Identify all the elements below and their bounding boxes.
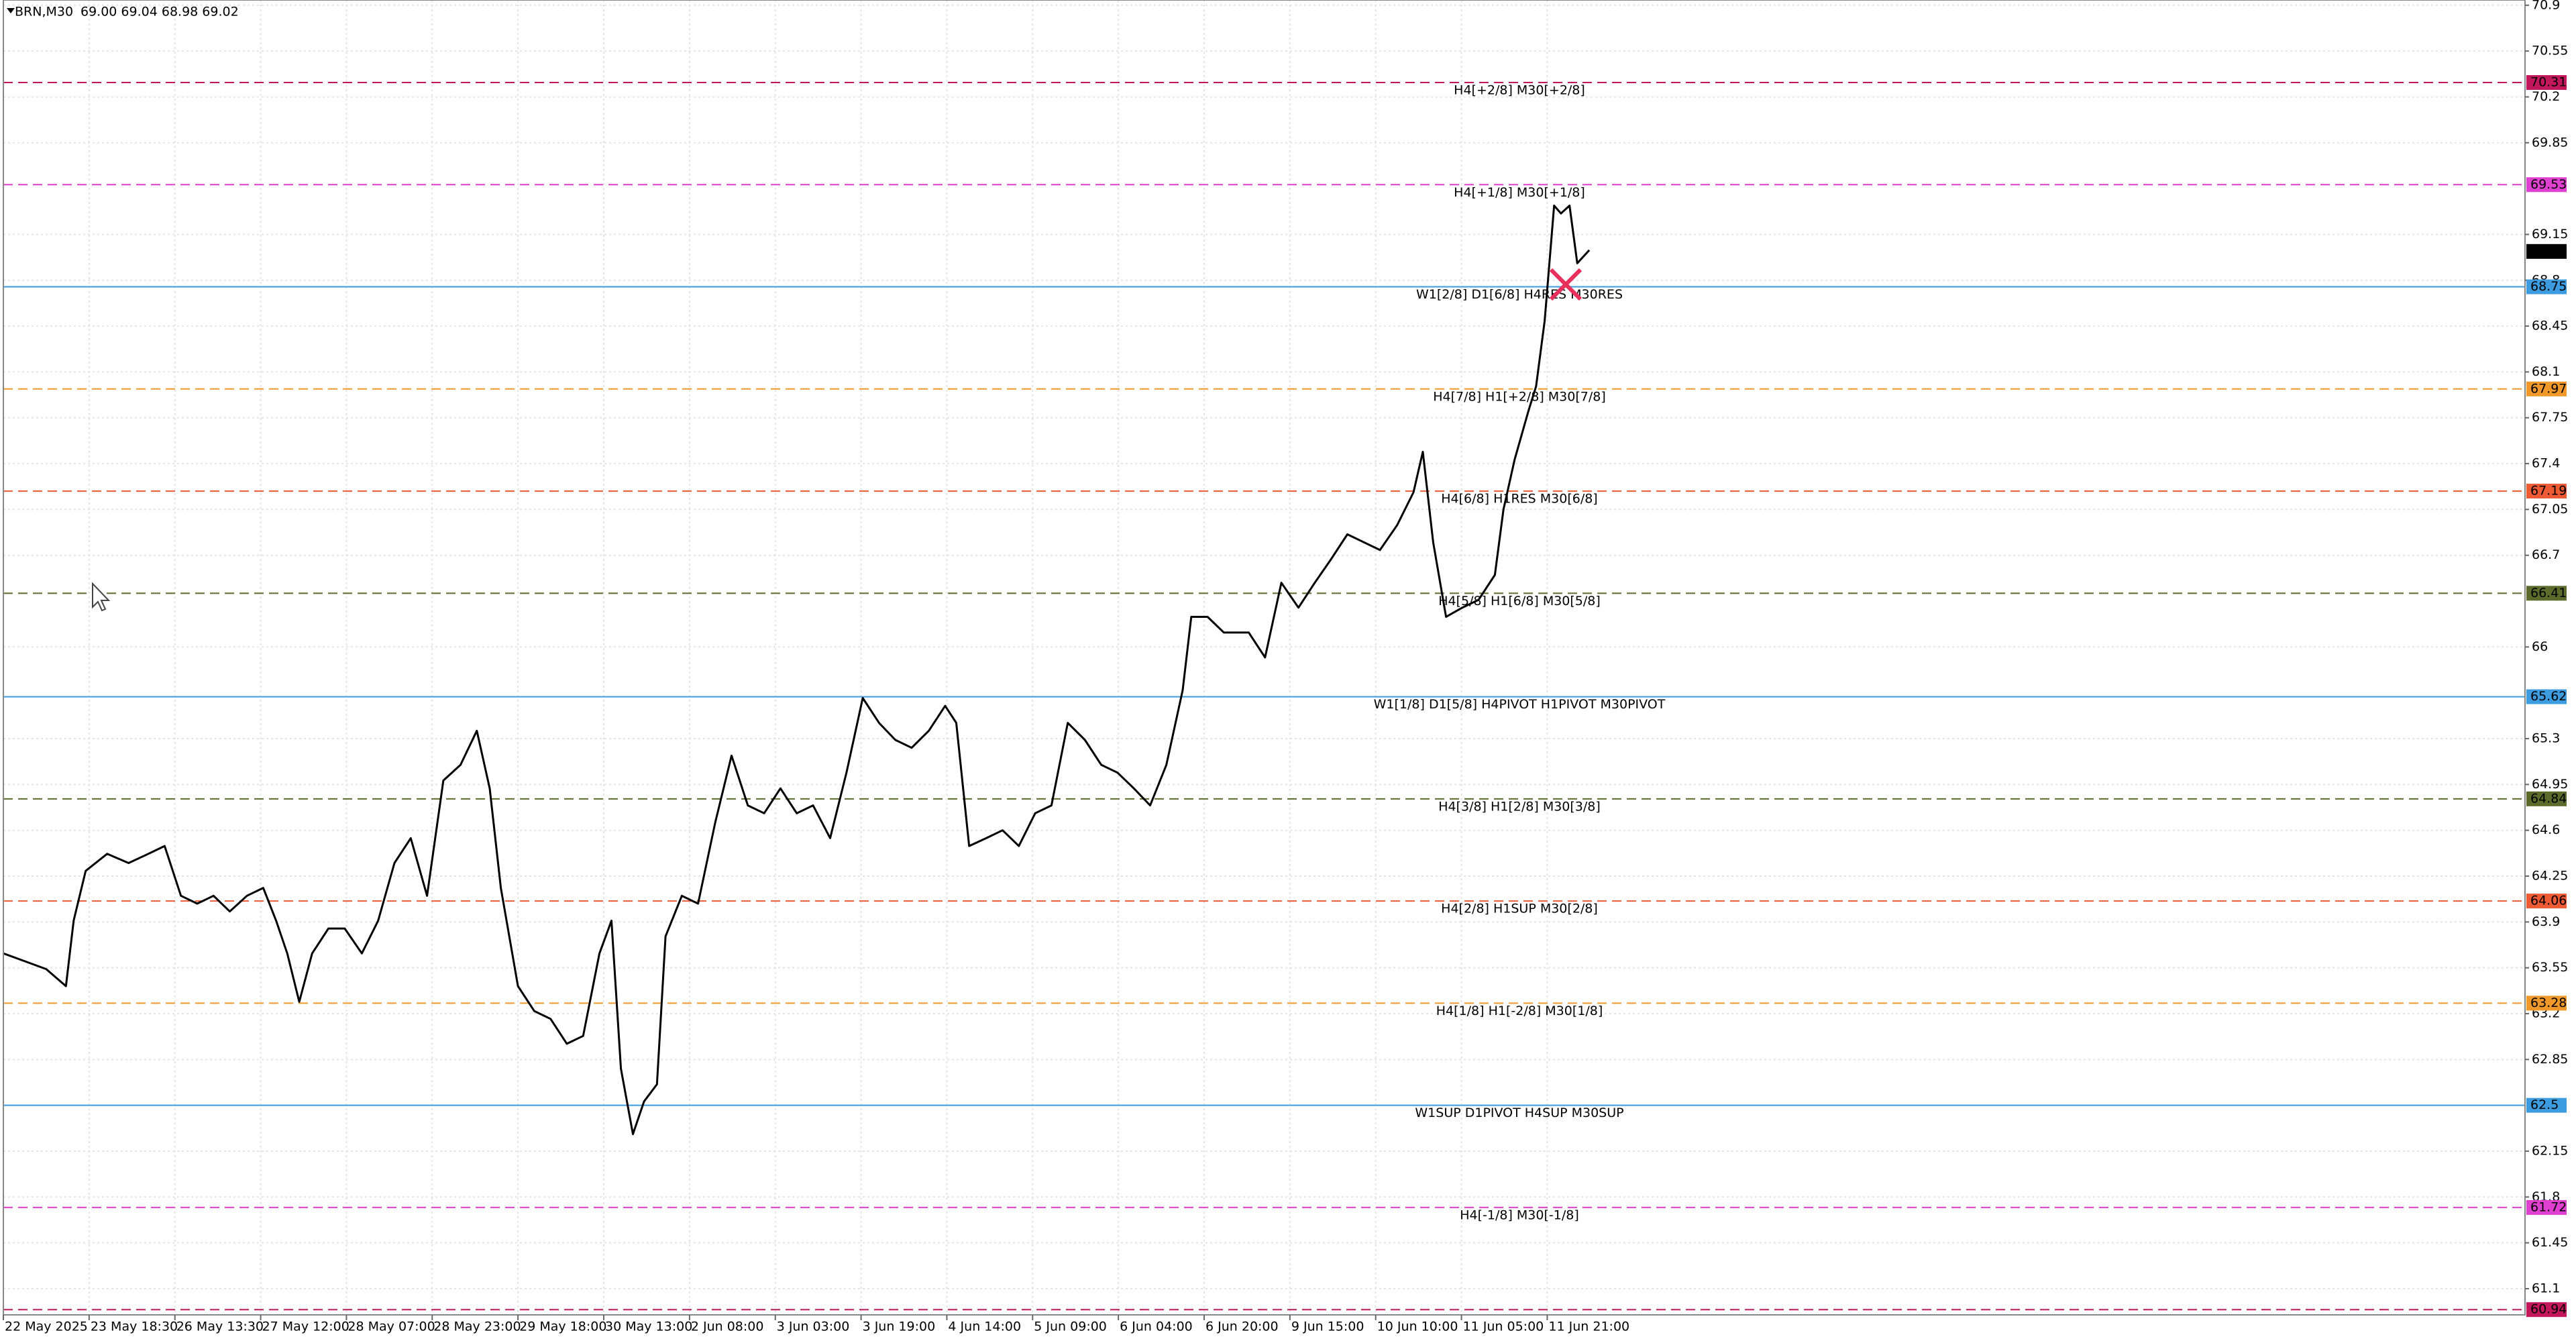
trade-marker — [1549, 268, 1582, 301]
level-badge — [2526, 1097, 2567, 1113]
y-tick-label: 70.9 — [2532, 0, 2560, 12]
level-price: 61.72 — [2530, 1199, 2567, 1214]
x-tick-label: 5 Jun 09:00 — [1034, 1320, 1107, 1334]
level-label: H4[+2/8] M30[+2/8] — [1454, 83, 1585, 97]
x-tick-label: 22 May 2025 — [5, 1320, 88, 1334]
levels: H4[+2/8] M30[+2/8] H4[+1/8] M30[+1/8] W1[2… — [3, 81, 2525, 1311]
level-badge — [2526, 279, 2567, 294]
y-tick-label: 67.4 — [2532, 456, 2560, 471]
level-label: H4[6/8] H1RES M30[6/8] — [1441, 492, 1597, 506]
level-price: 70.31 — [2530, 74, 2567, 89]
y-tick-label: 67.05 — [2532, 502, 2568, 517]
last-price: 69.02 — [2530, 244, 2567, 258]
level-badge — [2526, 689, 2567, 704]
x-tick-label: 6 Jun 20:00 — [1205, 1320, 1279, 1334]
y-tick-label: 62.15 — [2532, 1143, 2568, 1158]
level-badge — [2526, 177, 2567, 193]
y-tick-label: 63.55 — [2532, 960, 2568, 975]
level-label: H4[+1/8] M30[+1/8] — [1454, 185, 1585, 200]
level-price: 67.19 — [2530, 484, 2567, 498]
x-tick-label: 23 May 18:30 — [91, 1320, 178, 1334]
level-label: H4[-1/8] M30[-1/8] — [1460, 1208, 1579, 1222]
collapse-icon[interactable] — [7, 8, 15, 13]
x-tick-label: 4 Jun 14:00 — [948, 1320, 1021, 1334]
level-price: 60.94 — [2530, 1302, 2567, 1317]
x-tick-label: 27 May 12:00 — [262, 1320, 350, 1334]
x-tick-label: 3 Jun 19:00 — [863, 1320, 936, 1334]
level-badge — [2526, 1302, 2567, 1318]
level-label: H4[3/8] H1[2/8] M30[3/8] — [1438, 799, 1601, 814]
mouse-cursor — [92, 582, 111, 612]
level-price: 69.53 — [2530, 177, 2567, 192]
level-badge — [2526, 74, 2567, 90]
level-badge — [2526, 1199, 2567, 1215]
x-tick-label: 11 Jun 05:00 — [1463, 1320, 1544, 1334]
level-badge — [2526, 791, 2567, 806]
last-price-badge — [2526, 244, 2567, 259]
level-label: H4[5/8] H1[6/8] M30[5/8] — [1438, 594, 1601, 608]
x-tick-label: 29 May 18:00 — [519, 1320, 606, 1334]
y-tick-label: 66.7 — [2532, 547, 2560, 562]
y-tick-label: 61.1 — [2532, 1281, 2560, 1295]
x-tick-label: 30 May 13:00 — [605, 1320, 692, 1334]
x-tick-label: 6 Jun 04:00 — [1120, 1320, 1193, 1334]
x-tick-label: 26 May 13:30 — [176, 1320, 264, 1334]
x-tick-label: 10 Jun 10:00 — [1377, 1320, 1458, 1334]
y-tick-label: 66 — [2532, 639, 2548, 654]
level-price: 63.28 — [2530, 996, 2567, 1010]
y-tick-label: 61.45 — [2532, 1235, 2568, 1250]
y-tick-label: 68.45 — [2532, 319, 2568, 333]
level-label: W1SUP D1PIVOT H4SUP M30SUP — [1415, 1106, 1623, 1120]
plot-frame — [3, 0, 2526, 1316]
level-badge — [2526, 996, 2567, 1011]
level-badge — [2526, 381, 2567, 396]
axes: 70.970.5570.269.8569.1568.868.4568.167.7… — [3, 0, 2568, 1334]
y-tick-label: 67.75 — [2532, 410, 2568, 425]
x-tick-label: 11 Jun 21:00 — [1548, 1320, 1629, 1334]
level-price: 62.5 — [2530, 1097, 2559, 1112]
level-price: 64.06 — [2530, 894, 2567, 908]
y-tick-label: 64.6 — [2532, 822, 2560, 837]
level-price: 67.97 — [2530, 381, 2567, 396]
y-tick-label: 63.9 — [2532, 914, 2560, 929]
ohlc: 69.00 69.04 68.98 69.02 — [80, 5, 239, 19]
y-tick-label: 69.15 — [2532, 227, 2568, 242]
y-tick-label: 70.55 — [2532, 44, 2568, 58]
y-tick-label: 62.85 — [2532, 1052, 2568, 1067]
level-badge — [2526, 894, 2567, 909]
level-label: W1[1/8] D1[5/8] H4PIVOT H1PIVOT M30PIVOT — [1374, 697, 1666, 712]
y-tick-label: 70.2 — [2532, 89, 2560, 104]
y-tick-label: 68.1 — [2532, 364, 2560, 379]
level-price: 66.41 — [2530, 586, 2567, 600]
symbol: BRN,M30 — [15, 5, 73, 19]
y-tick-label: 64.25 — [2532, 869, 2568, 883]
level-badge — [2526, 586, 2567, 601]
level-label: H4[2/8] H1SUP M30[2/8] — [1441, 902, 1598, 916]
x-tick-label: 28 May 07:00 — [347, 1320, 435, 1334]
level-price: 68.75 — [2530, 279, 2567, 294]
price-line — [3, 205, 1591, 1136]
y-tick-label: 69.85 — [2532, 135, 2568, 150]
level-label: W1[2/8] D1[6/8] H4RES M30RES — [1416, 287, 1623, 302]
level-price: 64.84 — [2530, 791, 2567, 806]
level-label: H4[1/8] H1[-2/8] M30[1/8] — [1436, 1004, 1603, 1018]
price-line — [3, 205, 1591, 1136]
x-tick-label: 2 Jun 08:00 — [691, 1320, 764, 1334]
level-badge — [2526, 484, 2567, 499]
level-label: H4[7/8] H1[+2/8] M30[7/8] — [1433, 389, 1606, 404]
y-tick-label: 64.95 — [2532, 777, 2568, 792]
grid — [3, 0, 2525, 1315]
x-tick-label: 9 Jun 15:00 — [1291, 1320, 1364, 1334]
y-tick-label: 65.3 — [2532, 731, 2560, 746]
level-price: 65.62 — [2530, 689, 2567, 704]
x-tick-label: 28 May 23:00 — [433, 1320, 521, 1334]
x-tick-label: 3 Jun 03:00 — [777, 1320, 850, 1334]
